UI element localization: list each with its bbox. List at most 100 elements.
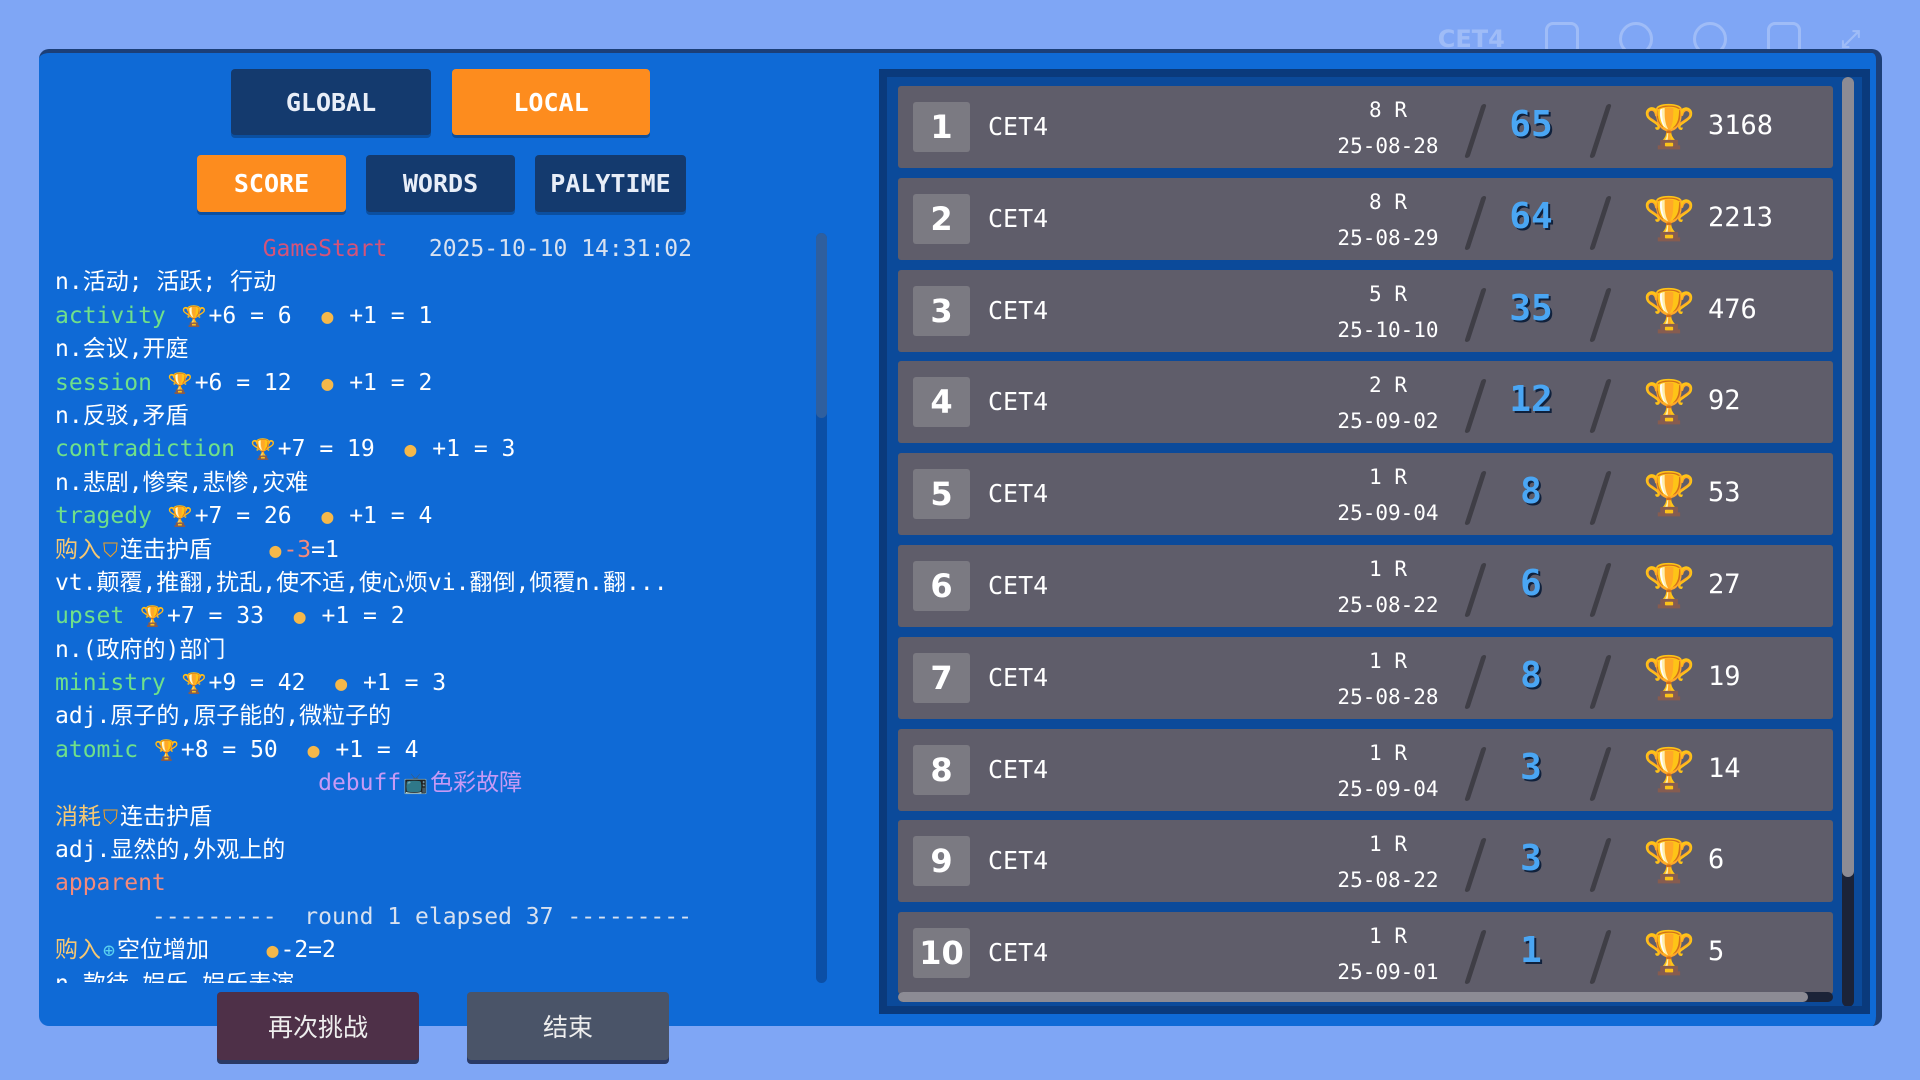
leaderboard-row[interactable]: 4 CET4 2 R 25-09-02 12 🏆 92 xyxy=(898,361,1833,444)
deck-name: CET4 xyxy=(988,571,1049,600)
deck-name: CET4 xyxy=(988,662,1049,692)
sort-playtime-button[interactable]: PALYTIME xyxy=(535,155,686,212)
leaderboard-hscrollbar[interactable] xyxy=(898,992,1833,1002)
log-text: +7 = 26 xyxy=(194,503,320,530)
log-text: +8 = 50 xyxy=(180,737,306,764)
trophy-icon: 🏆 xyxy=(1643,102,1696,151)
log-text: n.(政府的)部门 xyxy=(55,636,226,663)
rank-badge: 8 xyxy=(913,744,970,795)
log-scrollbar[interactable] xyxy=(816,233,827,983)
rounds: 2 R xyxy=(1369,373,1407,398)
log-text: session xyxy=(55,369,166,396)
retry-button[interactable]: 再次挑战 xyxy=(217,992,419,1060)
log-text: apparent xyxy=(55,870,166,897)
leaderboard-row[interactable]: 6 CET4 1 R 25-08-22 6 🏆 27 xyxy=(898,545,1833,627)
trophy-icon: 🏆 xyxy=(250,437,276,462)
divider xyxy=(1589,654,1612,709)
log-text: GameStart xyxy=(55,236,388,262)
divider xyxy=(1589,471,1612,526)
deck-name: CET4 xyxy=(988,754,1049,784)
game-log[interactable]: GameStart 2025-10-10 14:31:02 n.活动; 活跃; 行… xyxy=(55,233,815,983)
leaderboard-row[interactable]: 3 CET4 5 R 25-10-10 35 🏆 476 xyxy=(898,269,1833,352)
log-text: n.悲剧,惨案,悲惨,灾难 xyxy=(55,469,309,496)
log-text: activity xyxy=(55,302,180,329)
leaderboard-row[interactable]: 5 CET4 1 R 25-09-04 8 🏆 53 xyxy=(898,453,1833,536)
divider xyxy=(1464,287,1487,342)
deck-name: CET4 xyxy=(988,846,1049,876)
log-scrollbar-thumb[interactable] xyxy=(816,233,827,418)
log-text: 消耗 xyxy=(55,803,101,830)
tv-icon: 📺 xyxy=(403,771,429,796)
rounds: 1 R xyxy=(1369,557,1407,581)
log-text: +1 = 3 xyxy=(349,670,447,697)
words-score: 8 xyxy=(1520,654,1542,696)
log-text: --------- round 1 elapsed 37 --------- xyxy=(55,903,692,930)
words-score: 3 xyxy=(1520,838,1542,880)
log-text: 购入 xyxy=(55,536,101,563)
date: 25-08-29 xyxy=(1337,225,1439,250)
divider xyxy=(1464,746,1487,801)
leaderboard-scrollbar[interactable] xyxy=(1842,77,1854,1006)
divider xyxy=(1464,104,1487,158)
trophy-icon: 🏆 xyxy=(1643,377,1696,427)
expand-icon[interactable]: ⤢ xyxy=(1840,25,1860,53)
divider xyxy=(1464,654,1487,709)
round-info: 2 R 25-09-02 xyxy=(1318,367,1458,439)
leaderboard-row[interactable]: 7 CET4 1 R 25-08-28 8 🏆 19 xyxy=(898,636,1833,719)
divider xyxy=(1589,195,1612,250)
coins-icon: ● xyxy=(335,671,348,696)
leaderboard-scrollbar-thumb[interactable] xyxy=(1842,77,1854,877)
sort-words-button[interactable]: WORDS xyxy=(366,155,515,212)
round-info: 5 R 25-10-10 xyxy=(1318,276,1458,348)
leaderboard: 10 CET4 1 R 25-09-01 1 🏆 5 9 CET4 1 R 25-08… xyxy=(879,69,1870,1014)
divider xyxy=(1589,930,1612,985)
date: 25-09-01 xyxy=(1337,960,1439,985)
words-score: 35 xyxy=(1509,287,1553,329)
log-line: session 🏆+6 = 12 ● +1 = 2 xyxy=(55,367,815,400)
divider xyxy=(1464,563,1487,617)
total-score: 3168 xyxy=(1708,110,1774,141)
rounds: 8 R xyxy=(1369,98,1407,122)
log-text: 色彩故障 xyxy=(430,770,523,797)
log-text: upset xyxy=(55,603,139,630)
coins-icon: ● xyxy=(321,370,334,395)
date: 25-09-02 xyxy=(1337,409,1439,434)
leaderboard-row[interactable]: 9 CET4 1 R 25-08-22 3 🏆 6 xyxy=(898,820,1833,903)
leaderboard-row[interactable]: 2 CET4 8 R 25-08-29 64 🏆 2213 xyxy=(898,177,1833,260)
end-button[interactable]: 结束 xyxy=(467,992,669,1060)
leaderboard-row[interactable]: 1 CET4 8 R 25-08-28 65 🏆 3168 xyxy=(898,86,1833,168)
rounds: 8 R xyxy=(1369,189,1407,214)
trophy-icon: 🏆 xyxy=(1643,469,1696,519)
date: 25-08-22 xyxy=(1337,593,1439,617)
rank-badge: 1 xyxy=(913,102,970,152)
divider xyxy=(1464,471,1487,526)
log-line: 购入 ⊕空位增加 ●-2=2 xyxy=(55,934,815,967)
rounds: 1 R xyxy=(1369,924,1407,949)
rank-badge: 5 xyxy=(913,469,970,520)
log-line: adj.原子的,原子能的,微粒子的 xyxy=(55,700,815,733)
trophy-icon: 🏆 xyxy=(167,504,193,529)
sort-score-button[interactable]: SCORE xyxy=(197,155,346,212)
total-score: 92 xyxy=(1708,385,1741,417)
round-info: 1 R 25-09-01 xyxy=(1318,918,1458,990)
round-info: 1 R 25-09-04 xyxy=(1318,735,1458,807)
coins-icon: ● xyxy=(293,604,306,629)
trophy-icon: 🏆 xyxy=(1643,652,1696,702)
tab-local[interactable]: LOCAL xyxy=(452,69,650,135)
total-score: 53 xyxy=(1708,477,1741,509)
divider xyxy=(1589,563,1612,617)
leaderboard-row[interactable]: 8 CET4 1 R 25-09-04 3 🏆 14 xyxy=(898,728,1833,811)
round-info: 8 R 25-08-29 xyxy=(1318,184,1458,256)
coins-icon: ● xyxy=(321,504,334,529)
tab-global[interactable]: GLOBAL xyxy=(231,69,431,135)
shield-icon: ⛉ xyxy=(103,537,118,562)
log-text: +9 = 42 xyxy=(208,670,334,697)
rank-badge: 6 xyxy=(913,561,970,611)
leaderboard-hscrollbar-thumb[interactable] xyxy=(898,992,1808,1002)
log-text: +7 = 33 xyxy=(167,603,292,630)
coins-icon: ● xyxy=(266,938,279,963)
leaderboard-row[interactable]: 10 CET4 1 R 25-09-01 1 🏆 5 xyxy=(898,912,1833,995)
log-text: +1 = 4 xyxy=(335,503,433,530)
trophy-icon: 🏆 xyxy=(1643,193,1696,243)
rank-badge: 9 xyxy=(913,836,970,887)
